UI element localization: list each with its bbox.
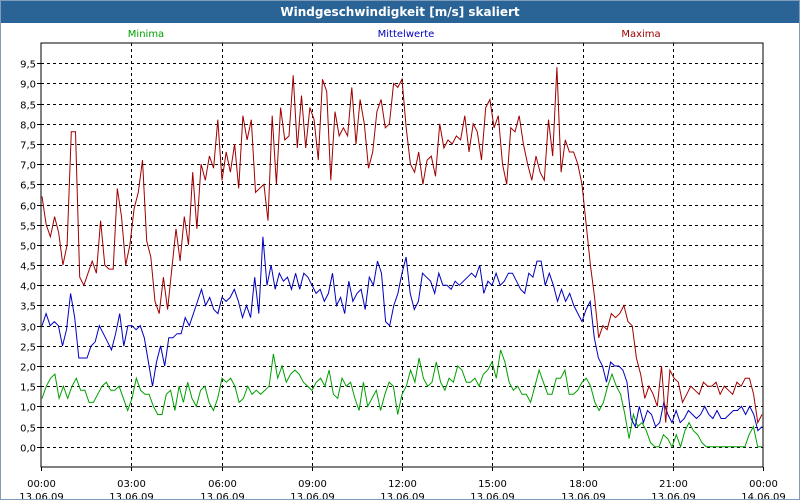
y-tick-label: 0,0 xyxy=(20,444,36,455)
grid xyxy=(41,43,763,467)
x-tick-date-label: 14.06.09 xyxy=(741,492,786,499)
x-tick-date-label: 13.06.09 xyxy=(651,492,696,499)
y-tick-label: 7,0 xyxy=(20,161,36,172)
series-line-mittelwerte xyxy=(41,236,763,432)
y-tick-label: 8,5 xyxy=(20,101,36,112)
y-tick-label: 0,5 xyxy=(20,424,36,435)
y-tick-label: 1,5 xyxy=(20,383,36,394)
y-tick-label: 4,5 xyxy=(20,262,36,273)
x-tick-date-label: 13.06.09 xyxy=(380,492,425,499)
legend-minima: Minima xyxy=(128,29,164,40)
x-tick-time-label: 15:00 xyxy=(478,479,507,490)
axes: 0,0 0,5 1,0 1,5 2,0 2,5 3,0 3,5 4,0 4,5 5,0 5,5 6,0 6… xyxy=(19,42,786,499)
window-title: Windgeschwindigkeit [m/s] skaliert xyxy=(1,1,799,23)
x-tick-time-label: 00:00 xyxy=(27,479,56,490)
x-tick-date-label: 13.06.09 xyxy=(470,492,515,499)
wind-speed-chart: 0,0 0,5 1,0 1,5 2,0 2,5 3,0 3,5 4,0 4,5 5,0 5,5 6,0 6… xyxy=(19,29,786,499)
x-tick-time-label: 12:00 xyxy=(388,479,417,490)
series-line-maxima xyxy=(41,67,763,425)
y-tick-label: 6,5 xyxy=(20,181,36,192)
series-line-minima xyxy=(41,349,762,449)
y-tick-label: 8,0 xyxy=(20,121,36,132)
y-tick-label: 5,0 xyxy=(20,242,36,253)
y-tick-label: 3,5 xyxy=(20,302,36,313)
legend-mittelwerte: Mittelwerte xyxy=(378,29,435,40)
x-tick-time-label: 03:00 xyxy=(117,479,146,490)
y-tick-label: 4,0 xyxy=(20,282,36,293)
legend: Minima Mittelwerte Maxima xyxy=(128,29,661,40)
x-tick-time-label: 09:00 xyxy=(298,479,327,490)
y-tick-label: 7,5 xyxy=(20,141,36,152)
y-tick-label: 2,5 xyxy=(20,343,36,354)
x-tick-time-label: 00:00 xyxy=(749,479,778,490)
x-tick-date-label: 13.06.09 xyxy=(290,492,335,499)
x-tick-date-label: 13.06.09 xyxy=(19,492,64,499)
y-tick-label: 2,0 xyxy=(20,363,36,374)
x-tick-date-label: 13.06.09 xyxy=(109,492,154,499)
legend-maxima: Maxima xyxy=(621,29,660,40)
y-tick-label: 9,5 xyxy=(20,60,36,71)
x-tick-time-label: 18:00 xyxy=(569,479,598,490)
series xyxy=(41,67,763,449)
y-tick-label: 1,0 xyxy=(20,403,36,414)
y-tick-label: 9,0 xyxy=(20,80,36,91)
x-tick-date-label: 13.06.09 xyxy=(200,492,245,499)
x-tick-date-label: 13.06.09 xyxy=(561,492,606,499)
x-tick-time-label: 21:00 xyxy=(659,479,688,490)
x-tick-time-label: 06:00 xyxy=(208,479,237,490)
y-tick-label: 6,0 xyxy=(20,202,36,213)
y-tick-label: 5,5 xyxy=(20,222,36,233)
y-tick-label: 3,0 xyxy=(20,323,36,334)
